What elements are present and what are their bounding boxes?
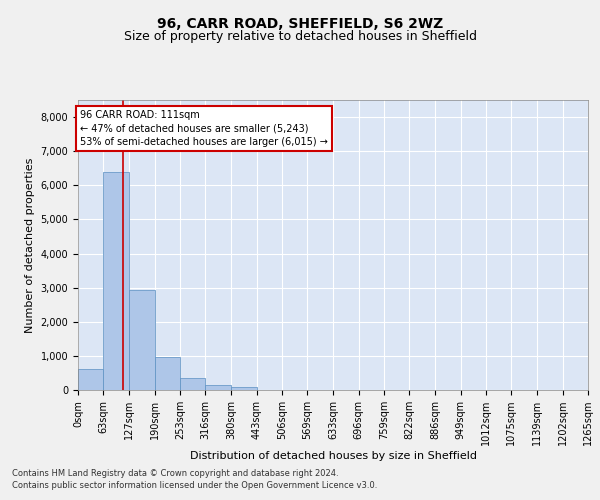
Text: 96 CARR ROAD: 111sqm
← 47% of detached houses are smaller (5,243)
53% of semi-de: 96 CARR ROAD: 111sqm ← 47% of detached h… — [80, 110, 328, 146]
Bar — [129, 290, 155, 390]
X-axis label: Distribution of detached houses by size in Sheffield: Distribution of detached houses by size … — [190, 451, 476, 461]
Bar — [78, 369, 103, 390]
Bar — [231, 388, 257, 390]
Bar — [205, 385, 231, 390]
Text: Contains HM Land Registry data © Crown copyright and database right 2024.: Contains HM Land Registry data © Crown c… — [12, 468, 338, 477]
Bar — [103, 172, 129, 390]
Text: 96, CARR ROAD, SHEFFIELD, S6 2WZ: 96, CARR ROAD, SHEFFIELD, S6 2WZ — [157, 18, 443, 32]
Bar — [155, 357, 180, 390]
Bar — [180, 378, 205, 390]
Text: Size of property relative to detached houses in Sheffield: Size of property relative to detached ho… — [124, 30, 476, 43]
Y-axis label: Number of detached properties: Number of detached properties — [25, 158, 35, 332]
Text: Contains public sector information licensed under the Open Government Licence v3: Contains public sector information licen… — [12, 481, 377, 490]
